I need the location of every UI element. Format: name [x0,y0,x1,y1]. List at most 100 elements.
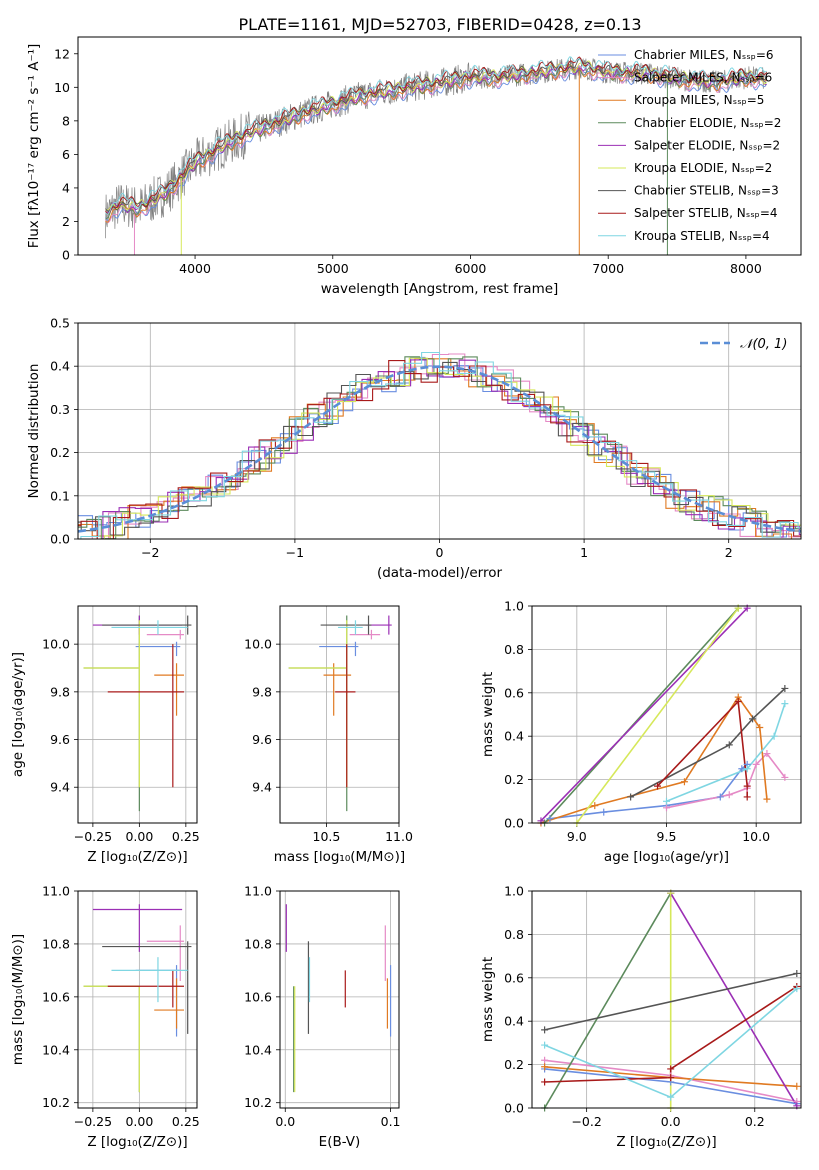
axes-mass_vs_ebv: 0.0 0.1 10.2 10.4 10.6 10.8 11.0 E(B-V) [244,884,400,1151]
weight-line-salpeter_elodie [670,892,798,1107]
x-tick-label: 0.00 [125,829,153,844]
y-tick-label: 0.8 [504,927,524,942]
weight-marker-salpeter_miles [752,760,760,768]
x-tick-label: 11.0 [385,829,413,844]
model-spectrum-chabrier_stelib [105,58,767,212]
y-tick-label: 10.8 [42,936,70,951]
y-tick-label: 0.4 [504,729,524,744]
histogram-kroupa_miles [78,358,801,539]
axes-spectrum: 4000 5000 6000 7000 8000 0 2 4 6 8 10 12 wavelength … [26,36,802,297]
y-axis-label: mass weight [480,672,496,757]
y-tick-label: 8 [62,113,70,128]
weight-marker-chabrier_miles [716,793,724,801]
axes-frame [531,890,802,1109]
weight-marker-salpeter_stelib [734,697,742,705]
axes-weight_vs_age: 9.0 9.5 10.0 0.0 0.2 0.4 0.6 0.8 1.0 age [log₁₀(a… [480,599,802,865]
weight-marker-kroupa_stelib [663,797,670,805]
normal-curve [78,365,801,533]
y-tick-label: 0.0 [504,816,524,831]
y-tick-label: 0.3 [50,402,70,417]
y-tick-label: 0.2 [504,772,524,787]
axes-frame [77,322,802,540]
x-tick-label: 5000 [317,261,349,276]
x-tick-label: −1 [286,545,304,560]
plot-area-mass_vs_Z [83,904,192,1093]
y-tick-label: 10.8 [244,936,272,951]
weight-line-salpeter_stelib [656,699,748,797]
y-tick-label: 0.4 [504,1014,524,1029]
y-tick-label: 1.0 [504,884,524,899]
weight-marker-kroupa_stelib [667,1093,675,1101]
weight-marker-chabrier_stelib [541,1026,549,1034]
weight-marker-salpeter_stelib [667,1074,675,1082]
y-tick-label: 0.1 [50,488,70,503]
x-tick-label: −2 [141,545,159,560]
y-tick-label: 0.6 [504,970,524,985]
x-axis-label: Z [log₁₀(Z/Z⊙)] [87,1134,187,1150]
x-axis-label: Z [log₁₀(Z/Z⊙)] [87,849,187,865]
x-tick-label: 2 [725,545,733,560]
x-tick-label: 0.25 [172,829,200,844]
legend-label-chabrier_elodie: Chabrier ELODIE, Nₛₛₚ=2 [634,116,781,130]
weight-marker-kroupa_stelib [743,765,751,773]
x-axis-label: age [log₁₀(age/yr)] [604,849,729,865]
weight-marker-kroupa_miles [591,802,599,810]
weight-marker-chabrier_miles [600,808,608,816]
y-tick-label: 2 [62,214,70,229]
weight-marker-kroupa_stelib [781,700,789,708]
weight-marker-kroupa_stelib [541,1041,549,1049]
weight-marker-chabrier_stelib [725,741,733,749]
weight-line-salpeter_elodie [540,607,748,822]
axes-frame [279,890,400,1109]
y-tick-label: 9.4 [252,780,272,795]
weight-line-chabrier_stelib [544,972,797,1031]
x-tick-label: 4000 [179,261,211,276]
x-tick-label: 0.1 [381,1114,401,1129]
axes-weight_vs_Z: −0.2 0.0 0.2 0.0 0.2 0.4 0.6 0.8 1.0 Z [log₁₀(Z/Z… [480,884,802,1150]
y-tick-label: 0.5 [50,316,70,331]
weight-marker-kroupa_stelib [770,732,778,740]
y-tick-label: 9.6 [252,732,272,747]
y-tick-label: 0.0 [50,532,70,547]
weight-marker-chabrier_stelib [781,684,789,692]
y-tick-label: 9.6 [50,732,70,747]
weight-marker-salpeter_miles [663,804,670,812]
x-tick-label: 9.0 [567,829,587,844]
plot-area-spectrum [105,56,767,255]
legend-label-kroupa_stelib: Kroupa STELIB, Nₛₛₚ=4 [634,229,770,243]
axes-frame [77,36,802,256]
weight-marker-kroupa_miles [763,795,771,803]
x-tick-label: −0.25 [74,829,112,844]
y-tick-label: 10.0 [244,637,272,652]
axes-age_vs_mass: 10.5 11.0 9.4 9.6 9.8 10.0 mass [log₁₀(M/M⊙)] [244,605,413,865]
y-axis-label: Flux [fλ10⁻¹⁷ erg cm⁻² s⁻¹ A⁻¹] [26,44,42,249]
weight-marker-chabrier_miles [546,815,554,823]
weight-marker-kroupa_stelib [793,985,801,993]
x-tick-label: 7000 [592,261,624,276]
x-axis-label: mass [log₁₀(M/M⊙)] [274,849,405,865]
y-tick-label: 0.2 [504,1057,524,1072]
y-tick-label: 0.8 [504,642,524,657]
legend-label-chabrier_stelib: Chabrier STELIB, Nₛₛₚ=3 [634,184,779,198]
y-tick-label: 11.0 [42,884,70,899]
axes-mass_vs_Z: −0.25 0.00 0.25 10.2 10.4 10.6 10.8 11.0 Z [log₁… [10,884,200,1151]
axes-frame [279,605,400,824]
y-tick-label: 12 [54,46,70,61]
weight-marker-chabrier_stelib [749,715,757,723]
plot-area-age_vs_mass [288,615,392,812]
weight-marker-chabrier_stelib [793,969,801,977]
y-axis-label: Normed distribution [26,364,42,499]
histogram-chabrier_miles [78,356,801,538]
weight-marker-salpeter_stelib [667,1065,675,1073]
y-tick-label: 9.8 [50,684,70,699]
y-tick-label: 10.2 [244,1095,272,1110]
model-spectrum-salpeter_miles [105,65,767,224]
y-tick-label: 9.4 [50,780,70,795]
weight-line-kroupa_elodie [576,607,739,823]
y-axis-label: age [log₁₀(age/yr)] [10,652,26,777]
weight-marker-kroupa_miles [756,724,764,732]
legend-label-kroupa_elodie: Kroupa ELODIE, Nₛₛₚ=2 [634,161,772,175]
weight-marker-kroupa_miles [793,1082,801,1090]
x-tick-label: 0.2 [745,1114,765,1129]
axes-age_vs_Z: −0.25 0.00 0.25 9.4 9.6 9.8 10.0 Z [log₁₀(Z/Z⊙)… [10,605,200,865]
